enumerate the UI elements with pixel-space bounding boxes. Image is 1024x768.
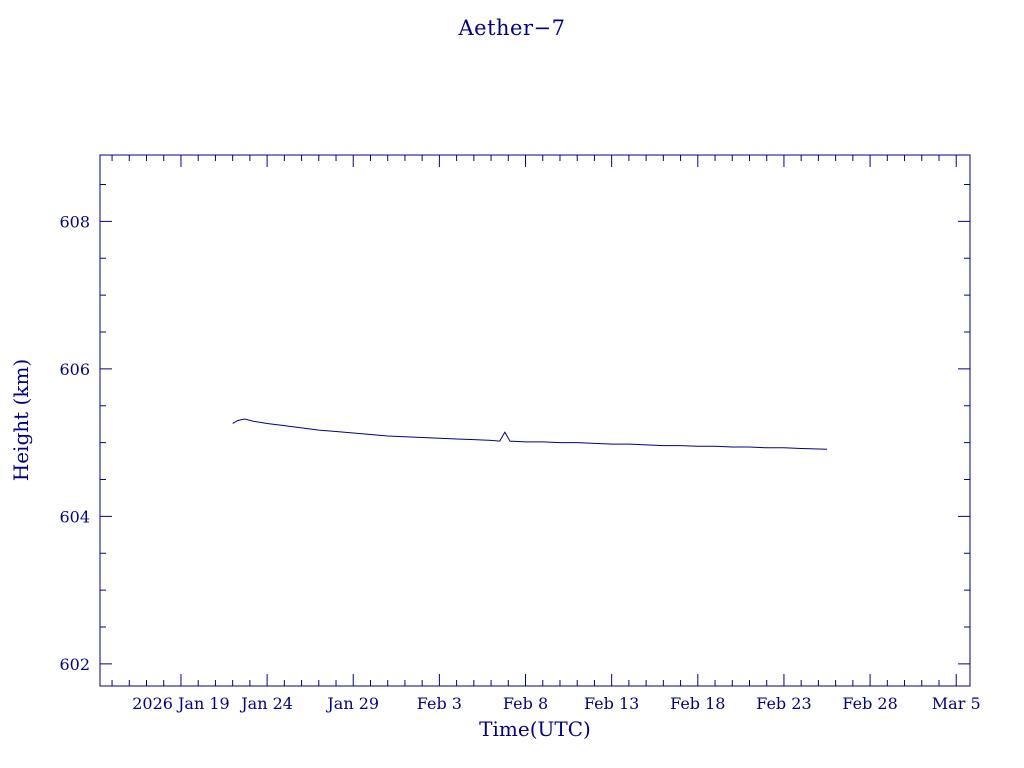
svg-text:Feb 3: Feb 3 <box>417 694 462 713</box>
svg-text:Jan 24: Jan 24 <box>239 694 293 713</box>
svg-text:Feb 13: Feb 13 <box>584 694 639 713</box>
data-series-line <box>232 418 828 450</box>
svg-text:Feb 28: Feb 28 <box>842 694 897 713</box>
svg-text:602: 602 <box>59 655 90 674</box>
svg-text:Mar 5: Mar 5 <box>932 694 981 713</box>
y-axis-ticks <box>100 184 970 665</box>
x-axis-ticks <box>111 155 957 686</box>
svg-text:606: 606 <box>59 360 90 379</box>
svg-text:2026 Jan 19: 2026 Jan 19 <box>132 694 230 713</box>
svg-text:Jan 29: Jan 29 <box>325 694 379 713</box>
svg-text:Feb 23: Feb 23 <box>756 694 811 713</box>
x-tick-labels: 2026 Jan 19 Jan 24 Jan 29 Feb 3 Feb 8 Feb 13 F… <box>132 694 980 713</box>
plot-frame <box>99 154 971 687</box>
y-tick-labels: 602 604 606 608 <box>59 212 90 674</box>
svg-text:Feb 18: Feb 18 <box>670 694 725 713</box>
svg-text:Feb 8: Feb 8 <box>503 694 548 713</box>
svg-text:608: 608 <box>59 212 90 231</box>
chart-title: Aether−7 <box>458 16 566 40</box>
svg-text:604: 604 <box>59 507 90 526</box>
x-axis-label: Time(UTC) <box>479 717 591 741</box>
